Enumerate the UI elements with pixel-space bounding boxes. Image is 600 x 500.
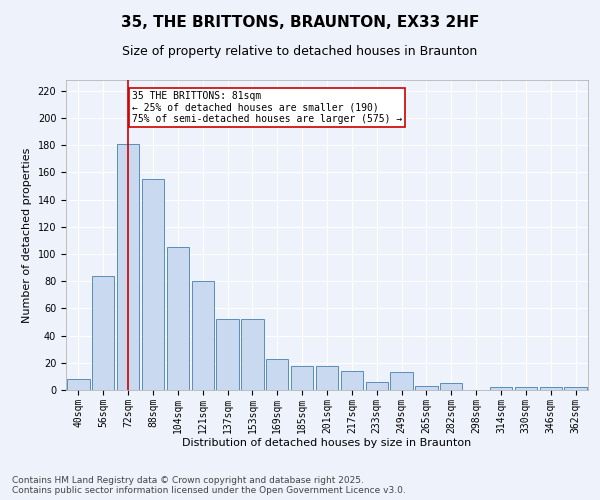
Bar <box>92 276 115 390</box>
Bar <box>316 366 338 390</box>
Bar <box>117 144 139 390</box>
Bar <box>266 358 289 390</box>
Bar <box>67 379 89 390</box>
Bar <box>217 320 239 390</box>
Bar <box>565 388 587 390</box>
Bar <box>440 383 463 390</box>
Text: Contains HM Land Registry data © Crown copyright and database right 2025.
Contai: Contains HM Land Registry data © Crown c… <box>12 476 406 495</box>
Bar <box>365 382 388 390</box>
Bar <box>291 366 313 390</box>
Bar <box>391 372 413 390</box>
Bar <box>241 320 263 390</box>
Y-axis label: Number of detached properties: Number of detached properties <box>22 148 32 322</box>
Text: 35 THE BRITTONS: 81sqm
← 25% of detached houses are smaller (190)
75% of semi-de: 35 THE BRITTONS: 81sqm ← 25% of detached… <box>132 91 402 124</box>
Bar <box>415 386 437 390</box>
Bar <box>191 281 214 390</box>
Bar <box>341 371 363 390</box>
Text: 35, THE BRITTONS, BRAUNTON, EX33 2HF: 35, THE BRITTONS, BRAUNTON, EX33 2HF <box>121 15 479 30</box>
Bar <box>515 388 537 390</box>
Bar <box>539 388 562 390</box>
Bar <box>490 388 512 390</box>
X-axis label: Distribution of detached houses by size in Braunton: Distribution of detached houses by size … <box>182 438 472 448</box>
Bar <box>167 247 189 390</box>
Bar <box>142 180 164 390</box>
Text: Size of property relative to detached houses in Braunton: Size of property relative to detached ho… <box>122 45 478 58</box>
